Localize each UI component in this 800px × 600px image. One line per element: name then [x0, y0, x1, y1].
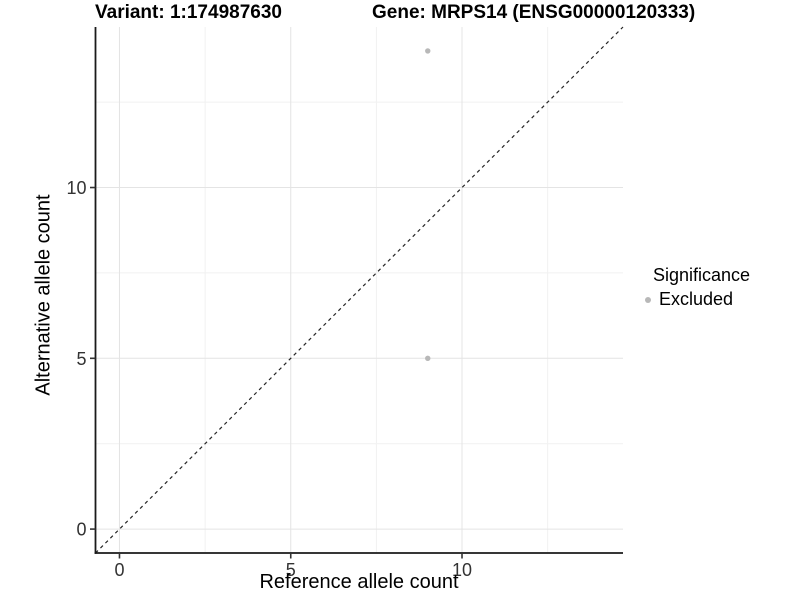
y-tick-label: 0 [76, 520, 86, 540]
legend-title: Significance [653, 265, 751, 285]
data-point [425, 355, 431, 362]
x-axis-title: Reference allele count [259, 571, 459, 593]
x-tick-label: 10 [452, 560, 472, 580]
plot-title-gene: Gene: MRPS14 (ENSG00000120333) [372, 2, 696, 23]
y-axis-title: Alternative allele count [32, 194, 55, 396]
plot-title-variant: Variant: 1:174987630 [95, 2, 282, 23]
data-point [425, 48, 431, 54]
y-tick-label: 5 [76, 349, 86, 369]
legend-point-icon [644, 296, 651, 303]
identity-line [95, 26, 624, 554]
legend-entry-label: Excluded [659, 289, 734, 309]
legend-key [639, 291, 656, 308]
legend: Significance Excluded [639, 265, 750, 310]
x-tick-label: 5 [286, 560, 296, 580]
x-tick-label: 0 [114, 560, 124, 580]
legend-entry-excluded: Excluded [639, 289, 750, 310]
y-tick-label: 10 [66, 178, 86, 198]
